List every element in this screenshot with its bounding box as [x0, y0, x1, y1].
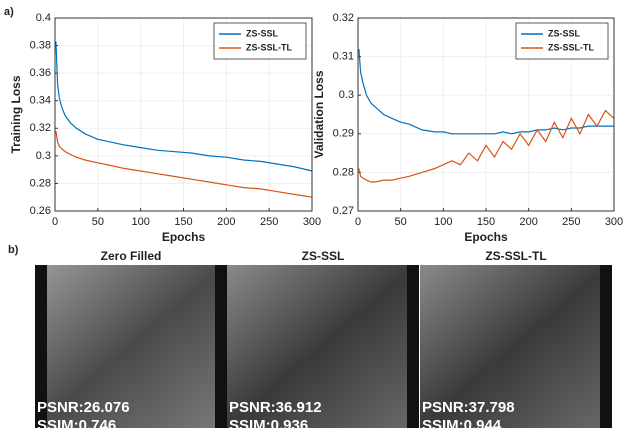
legend-label: ZS-SSL [246, 28, 279, 38]
x-tick-label: 50 [395, 216, 407, 228]
x-axis-label: Epochs [464, 230, 508, 244]
psnr-label: PSNR:37.798 [422, 399, 515, 416]
x-tick-label: 0 [355, 216, 361, 228]
plot-frame [54, 17, 313, 212]
ssim-label: SSIM:0.746 [37, 417, 116, 428]
ssim-label: SSIM:0.944 [422, 417, 502, 428]
y-tick-label: 0.32 [30, 122, 51, 134]
x-tick-label: 150 [477, 216, 495, 228]
legend-box [213, 22, 307, 60]
plot-frame [357, 17, 615, 212]
legend-label: ZS-SSL-TL [246, 42, 292, 52]
y-tick-label: 0.28 [333, 166, 354, 178]
x-tick-label: 250 [260, 216, 278, 228]
x-tick-label: 100 [434, 216, 452, 228]
y-tick-label: 0.28 [30, 177, 51, 189]
x-tick-label: 100 [131, 216, 149, 228]
panel-label: a) [4, 6, 14, 18]
x-tick-label: 200 [519, 216, 537, 228]
panel-label: b) [8, 244, 19, 256]
legend-label: ZS-SSL-TL [548, 42, 594, 52]
image-title: Zero Filled [101, 249, 162, 263]
mri-image [35, 265, 227, 428]
x-tick-label: 200 [217, 216, 235, 228]
data-line [55, 130, 313, 198]
psnr-label: PSNR:26.076 [37, 399, 130, 416]
x-tick-label: 300 [605, 216, 623, 228]
image-panel [35, 265, 612, 428]
x-tick-label: 0 [52, 216, 58, 228]
x-tick-label: 150 [174, 216, 192, 228]
image-edge [600, 265, 612, 428]
image-title: ZS-SSL [302, 249, 345, 263]
legend-box [515, 22, 609, 60]
y-tick-label: 0.36 [30, 67, 51, 79]
y-axis-label: Validation Loss [312, 70, 326, 158]
y-tick-label: 0.3 [36, 150, 51, 162]
data-line [358, 109, 615, 183]
data-line [358, 48, 614, 135]
y-tick-label: 0.26 [30, 205, 51, 217]
y-tick-label: 0.32 [333, 12, 354, 24]
image-edge [35, 265, 47, 428]
psnr-label: PSNR:36.912 [229, 399, 322, 416]
y-tick-label: 0.34 [30, 95, 51, 107]
y-tick-label: 0.27 [333, 205, 354, 217]
image-edge [215, 265, 227, 428]
y-tick-label: 0.4 [36, 12, 51, 24]
y-tick-label: 0.3 [339, 89, 354, 101]
data-line [55, 41, 313, 172]
x-tick-label: 250 [562, 216, 580, 228]
y-tick-label: 0.31 [333, 51, 354, 63]
y-tick-label: 0.29 [333, 128, 354, 140]
x-tick-label: 50 [92, 216, 104, 228]
y-tick-label: 0.38 [30, 39, 51, 51]
y-axis-label: Training Loss [9, 75, 23, 153]
mri-image [420, 265, 612, 428]
x-tick-label: 300 [303, 216, 321, 228]
x-axis-label: Epochs [162, 230, 206, 244]
ssim-label: SSIM:0.936 [229, 417, 308, 428]
image-edge [407, 265, 419, 428]
mri-image [227, 265, 419, 428]
image-title: ZS-SSL-TL [485, 249, 546, 263]
legend-label: ZS-SSL [548, 28, 581, 38]
